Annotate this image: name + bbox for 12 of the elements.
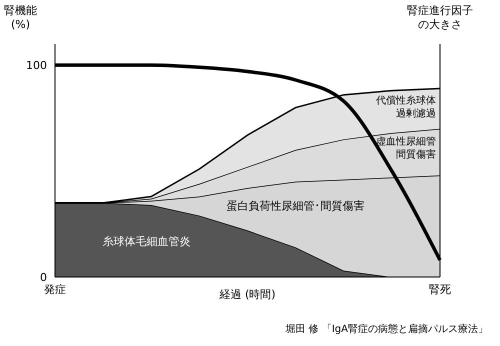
text: 堀田 修 「IgA腎症の病態と扁摘パルス療法」: [286, 322, 488, 336]
x-tick-label: 発症: [44, 282, 66, 296]
y-tick-label: 100: [26, 59, 47, 72]
series-label: 代償性糸球体過剰濾過: [375, 94, 436, 120]
series-label: 糸球体毛細血管炎: [102, 234, 190, 248]
y2-axis-title: 腎症進行因子の大きさ: [406, 4, 474, 32]
y-tick-label: 0: [40, 270, 47, 284]
x-axis-title: 経過 (時間): [218, 288, 276, 301]
series-label: 蛋白負荷性尿細管･間質傷害: [226, 200, 365, 213]
x-tick-label: 腎死: [429, 282, 451, 296]
y-axis-title: 腎機能 (%): [4, 4, 37, 32]
series-label: 虚血性尿細管間質傷害: [376, 136, 436, 161]
